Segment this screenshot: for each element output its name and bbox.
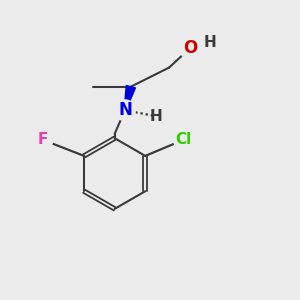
Circle shape (115, 100, 135, 121)
Text: O: O (183, 39, 197, 57)
Text: H: H (204, 35, 217, 50)
Circle shape (32, 129, 53, 150)
Text: Cl: Cl (176, 132, 192, 147)
Text: N: N (118, 101, 132, 119)
Circle shape (174, 129, 194, 150)
Text: H: H (149, 109, 162, 124)
Polygon shape (124, 85, 135, 110)
Text: F: F (37, 132, 48, 147)
Circle shape (179, 38, 200, 59)
